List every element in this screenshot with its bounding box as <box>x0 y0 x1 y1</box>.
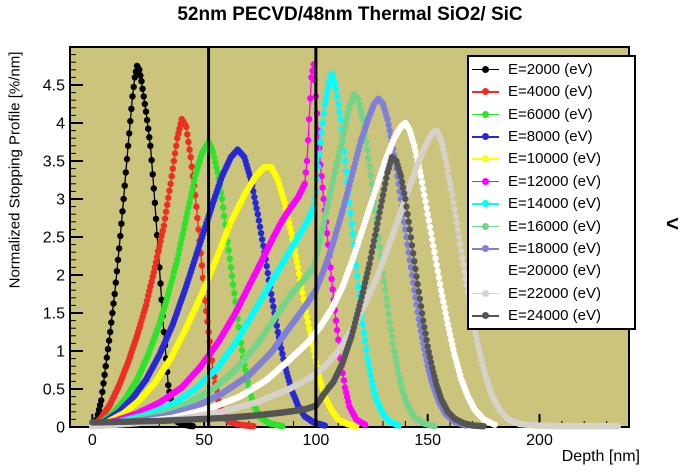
axis-tick-labels: 0 50 100 150 200 0 0.5 1 1.5 2 2.5 3 3.5 4 4.5 <box>43 78 553 450</box>
legend-label: E=18000 (eV) <box>508 239 601 257</box>
svg-text:3.5: 3.5 <box>43 154 65 171</box>
svg-text:0.5: 0.5 <box>43 382 65 399</box>
svg-text:1: 1 <box>56 344 65 361</box>
legend-label: E=8000 (eV) <box>508 127 593 145</box>
svg-text:0: 0 <box>56 420 65 437</box>
legend-label: E=12000 (eV) <box>508 172 601 190</box>
legend-marker-icon <box>472 289 499 298</box>
legend-marker-icon <box>472 177 499 186</box>
legend-marker-icon <box>472 266 499 275</box>
chart-title: 52nm PECVD/48nm Thermal SiO2/ SiC <box>177 4 523 25</box>
legend-marker-icon <box>472 311 499 320</box>
svg-text:4.5: 4.5 <box>43 78 65 95</box>
legend-marker-icon <box>472 132 499 141</box>
x-axis-title: Depth [nm] <box>561 448 640 465</box>
legend-label: E=6000 (eV) <box>508 105 593 123</box>
legend-label: E=20000 (eV) <box>508 262 601 280</box>
collapse-arrow-icon[interactable]: < <box>666 211 679 236</box>
svg-text:2: 2 <box>56 268 65 285</box>
legend-label: E=10000 (eV) <box>508 150 601 168</box>
legend-label: E=4000 (eV) <box>508 83 593 101</box>
legend-row: E=22000 (eV) <box>469 283 634 304</box>
legend-marker-icon <box>472 199 499 208</box>
series-E-8000-eV- <box>89 146 328 430</box>
svg-text:3: 3 <box>56 192 65 209</box>
legend-row: E=8000 (eV) <box>469 126 634 147</box>
svg-text:50: 50 <box>195 432 213 449</box>
legend-box: E=2000 (eV) E=4000 (eV) E=6000 (eV) E=8000 … <box>467 55 636 330</box>
legend-marker-icon <box>472 65 499 74</box>
svg-text:4: 4 <box>56 116 65 133</box>
legend-label: E=14000 (eV) <box>508 195 601 213</box>
legend-row: E=6000 (eV) <box>469 104 634 125</box>
legend-row: E=18000 (eV) <box>469 238 634 259</box>
legend-label: E=2000 (eV) <box>508 60 593 78</box>
legend-row: E=4000 (eV) <box>469 81 634 102</box>
legend-label: E=22000 (eV) <box>508 284 601 302</box>
legend-row: E=24000 (eV) <box>469 305 634 326</box>
legend-row: E=12000 (eV) <box>469 171 634 192</box>
svg-text:1.5: 1.5 <box>43 306 65 323</box>
y-axis-title: Normalized Stopping Profile [%/nm] <box>6 51 24 289</box>
legend-label: E=24000 (eV) <box>508 307 601 325</box>
svg-text:0: 0 <box>88 432 97 449</box>
svg-text:100: 100 <box>303 432 330 449</box>
legend-marker-icon <box>472 244 499 253</box>
svg-text:2.5: 2.5 <box>43 230 65 247</box>
series-E-24000-eV- <box>89 154 487 430</box>
legend-row: E=2000 (eV) <box>469 59 634 80</box>
svg-text:150: 150 <box>414 432 441 449</box>
series-E-16000-eV- <box>89 90 438 430</box>
legend-row: E=10000 (eV) <box>469 148 634 169</box>
legend-row: E=20000 (eV) <box>469 260 634 281</box>
legend-row: E=16000 (eV) <box>469 216 634 237</box>
legend-marker-icon <box>472 87 499 96</box>
legend-marker-icon <box>472 110 499 119</box>
legend-row: E=14000 (eV) <box>469 193 634 214</box>
svg-text:200: 200 <box>526 432 553 449</box>
legend-marker-icon <box>472 154 499 163</box>
legend-label: E=16000 (eV) <box>508 217 601 235</box>
legend-marker-icon <box>472 222 499 231</box>
